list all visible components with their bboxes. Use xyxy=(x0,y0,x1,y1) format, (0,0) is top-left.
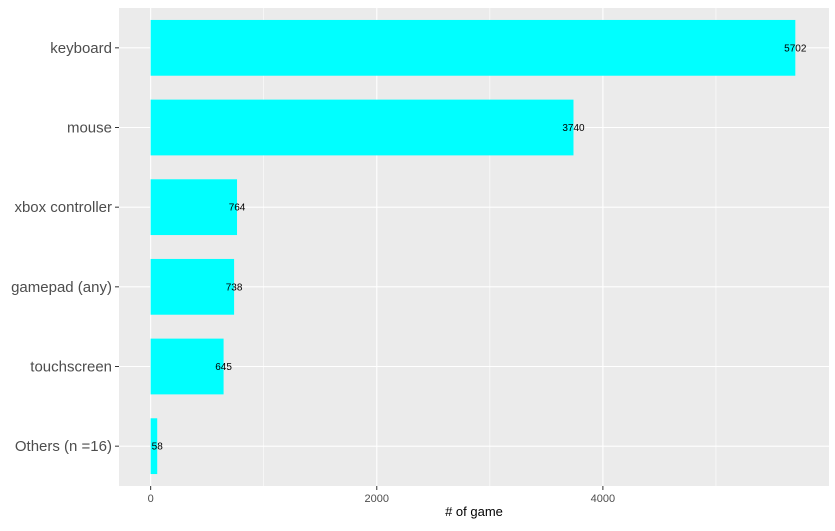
y-tick-label: keyboard xyxy=(50,40,112,57)
value-label: 764 xyxy=(229,203,246,214)
value-label: 645 xyxy=(215,362,232,373)
y-tick-label: touchscreen xyxy=(30,359,112,376)
y-tick-label: mouse xyxy=(67,120,112,137)
minor-gridlines xyxy=(263,8,717,486)
x-tick-label: 4000 xyxy=(591,493,615,505)
y-tick-label: xbox controller xyxy=(14,199,112,216)
value-label: 58 xyxy=(152,442,164,453)
y-tick-label: Others (n =16) xyxy=(15,438,112,455)
value-label: 738 xyxy=(226,282,243,293)
value-label: 5702 xyxy=(784,43,807,54)
x-axis-title: # of game xyxy=(445,504,503,519)
bar-touchscreen xyxy=(150,338,224,395)
plot-panel xyxy=(119,8,829,486)
bar-keyboard xyxy=(150,19,796,76)
bar-mouse xyxy=(150,99,574,156)
value-label: 3740 xyxy=(562,123,585,134)
x-axis: 0 2000 4000 xyxy=(148,486,615,505)
bar-others-n-16 xyxy=(150,418,158,475)
y-tick-label: gamepad (any) xyxy=(11,279,112,296)
bar-xbox-controller xyxy=(150,179,238,236)
bars-group xyxy=(150,19,796,475)
bar-gamepad-any xyxy=(150,258,235,315)
y-axis: keyboard mouse xbox controller gamepad (any… xyxy=(11,40,119,455)
x-tick-label: 0 xyxy=(148,493,154,505)
x-tick-label: 2000 xyxy=(365,493,389,505)
value-labels-group: 5702 3740 764 738 645 58 xyxy=(152,43,807,452)
